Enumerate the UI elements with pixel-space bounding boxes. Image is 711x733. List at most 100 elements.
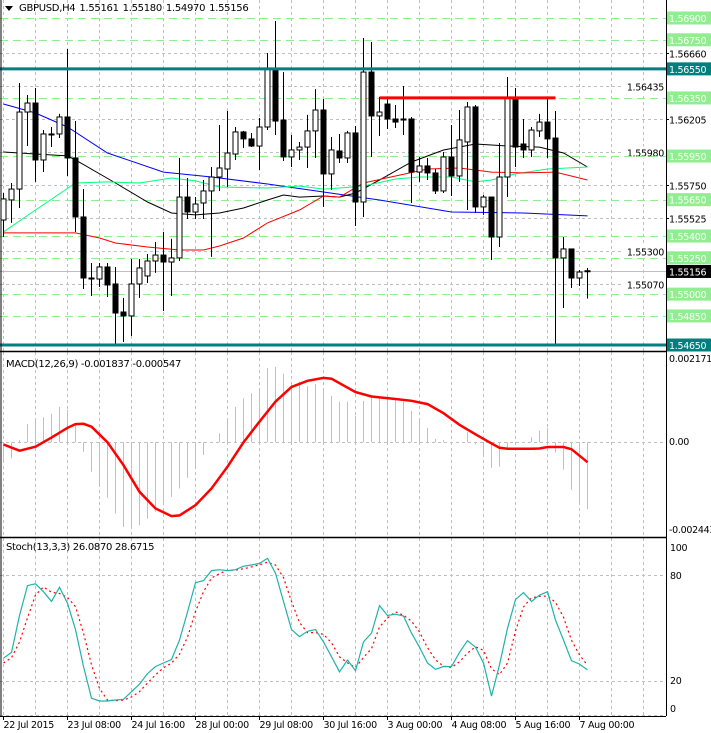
candle-body <box>72 157 79 218</box>
candle <box>104 263 111 298</box>
stoch-axis-label: 20 <box>670 676 682 687</box>
candle <box>296 141 303 160</box>
candle-body <box>104 266 111 286</box>
time-axis-label: 22 Jul 2015 <box>4 720 55 731</box>
stoch-axis-label: 0 <box>670 704 676 715</box>
stoch-axis-label: 80 <box>670 571 682 582</box>
candle <box>144 254 151 283</box>
symbol-timeframe: GBPUSD,H4 <box>19 3 76 14</box>
candle-body <box>248 138 255 147</box>
candle <box>168 238 175 297</box>
candle <box>152 241 159 273</box>
candle-body <box>408 118 415 173</box>
candle-body <box>256 126 263 147</box>
candle-body <box>432 172 439 192</box>
current-price-label: 1.55156 <box>669 267 706 278</box>
time-axis-label: 23 Jul 08:00 <box>68 720 122 731</box>
time-axis-label: 4 Aug 08:00 <box>452 720 507 731</box>
candle-body <box>0 198 7 221</box>
key-level-price-label: 1.54650 <box>669 341 706 352</box>
candle-body <box>584 270 591 273</box>
candle <box>568 248 575 289</box>
candle <box>96 263 103 288</box>
candle-body <box>472 106 479 208</box>
price-axis-label-background <box>622 146 665 159</box>
ohlc-high: 1.55180 <box>122 3 163 14</box>
candle-body <box>184 196 191 213</box>
candle-body <box>200 190 207 204</box>
level-price-label: 1.55400 <box>669 232 706 243</box>
key-level-price-label-background <box>666 338 711 352</box>
level-price-label-background <box>666 193 711 207</box>
candle <box>544 97 551 158</box>
candle-body <box>552 137 559 259</box>
candle <box>248 132 255 148</box>
candle-body <box>224 152 231 170</box>
candle-body <box>144 260 151 277</box>
candle <box>576 270 583 286</box>
candle <box>272 21 279 135</box>
candle-body <box>56 116 63 135</box>
time-axis-label: 5 Aug 16:00 <box>516 720 571 731</box>
candle <box>560 237 567 308</box>
candle-body <box>176 196 183 259</box>
stoch-axis-label: 100 <box>670 543 687 554</box>
candle <box>496 142 503 248</box>
candle <box>376 97 383 137</box>
price-axis-label: 1.55300 <box>627 248 664 259</box>
candle-body <box>536 121 543 132</box>
candle-body <box>400 118 407 121</box>
candle <box>584 267 591 299</box>
candle-body <box>168 257 175 263</box>
candle <box>552 111 559 345</box>
candle-body <box>568 248 575 279</box>
candle-body <box>504 97 511 178</box>
candle-body <box>192 203 199 213</box>
candle-body <box>80 216 87 279</box>
candle-body <box>304 130 311 148</box>
candle <box>536 113 543 138</box>
price-axis-label: 1.56205 <box>669 116 706 127</box>
candle <box>48 127 55 148</box>
candle-body <box>8 188 15 201</box>
candle-body <box>240 131 247 140</box>
candle <box>200 180 207 219</box>
level-price-label: 1.54850 <box>669 312 706 323</box>
price-axis-label-background <box>622 278 665 291</box>
candle-body <box>520 143 527 151</box>
candle-body <box>152 254 159 262</box>
candle-body <box>328 149 335 175</box>
candle-body <box>120 311 127 317</box>
candle <box>456 109 463 182</box>
candle <box>400 86 407 135</box>
level-price-label: 1.55250 <box>669 254 706 265</box>
candle <box>208 166 215 257</box>
stoch-indicator-label: Stoch(13,3,3) 26.0870 28.6715 <box>6 542 155 553</box>
level-price-label: 1.56900 <box>669 14 706 25</box>
current-price-label-background <box>666 264 711 278</box>
candle <box>480 195 487 215</box>
candle <box>256 117 263 171</box>
macd-axis-label: -0.002443 <box>669 525 711 536</box>
candle-body <box>48 133 55 136</box>
candle <box>16 82 23 208</box>
candle <box>232 127 239 160</box>
level-price-label-background <box>666 91 711 105</box>
key-level-price-label-background <box>666 62 711 76</box>
level-price-label-background <box>666 149 711 163</box>
candle <box>464 102 471 210</box>
candle-body <box>424 165 431 174</box>
level-price-label: 1.56350 <box>669 94 706 105</box>
time-axis-label: 30 Jul 16:00 <box>324 720 378 731</box>
candle-body <box>32 102 39 161</box>
candle-body <box>416 165 423 173</box>
price-axis-label: 1.55070 <box>627 281 664 292</box>
level-price-label: 1.56750 <box>669 36 706 47</box>
candle <box>328 137 335 190</box>
candle-body <box>264 67 271 128</box>
candle <box>112 266 119 347</box>
dropdown-triangle-icon[interactable] <box>5 6 13 11</box>
candle <box>384 97 391 130</box>
macd-signal-line <box>3 376 589 518</box>
